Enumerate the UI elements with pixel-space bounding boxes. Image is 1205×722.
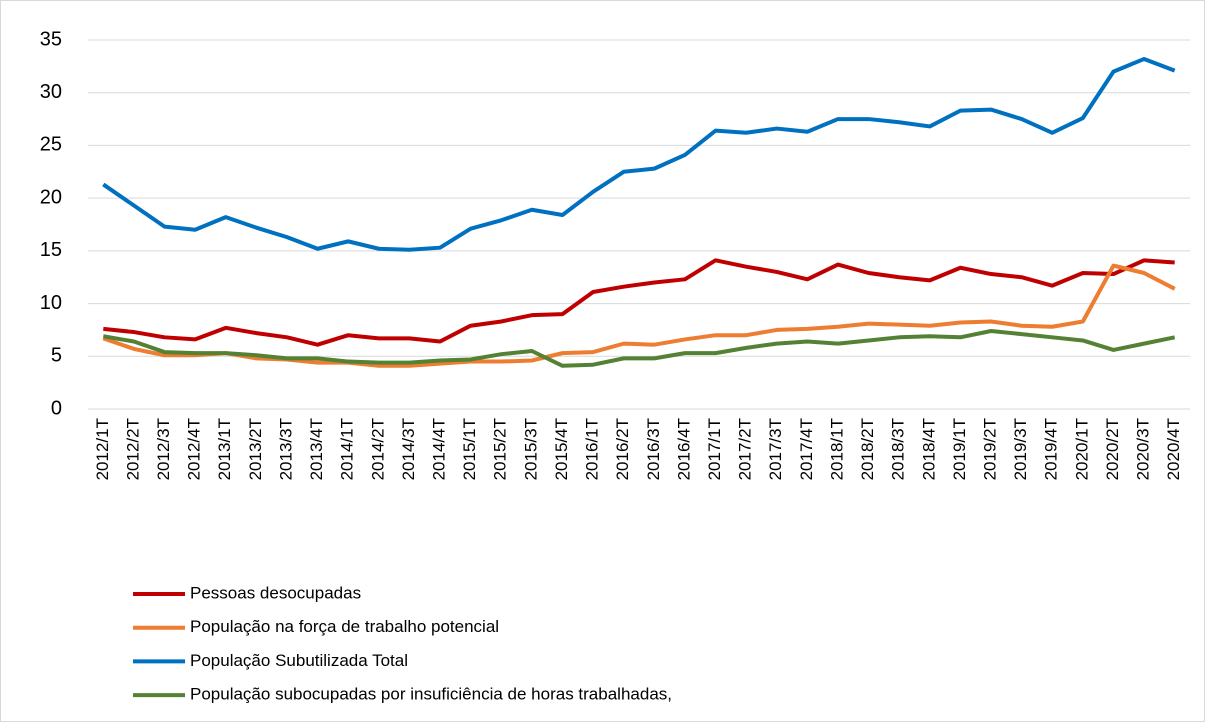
x-tick-label: 2016/4T <box>674 418 693 480</box>
x-tick-label: 2013/4T <box>307 418 326 480</box>
x-tick-label: 2015/3T <box>521 418 540 480</box>
y-tick-label: 0 <box>51 397 62 419</box>
legend-label: População na força de trabalho potencial <box>190 617 499 636</box>
x-tick-label: 2019/3T <box>1011 418 1030 480</box>
x-tick-label: 2014/1T <box>338 418 357 480</box>
x-tick-label: 2017/3T <box>766 418 785 480</box>
y-tick-label: 10 <box>40 292 62 314</box>
x-tick-label: 2012/3T <box>154 418 173 480</box>
x-tick-label: 2012/4T <box>185 418 204 480</box>
y-tick-label: 5 <box>51 345 62 367</box>
x-tick-label: 2016/2T <box>613 418 632 480</box>
x-tick-label: 2019/2T <box>981 418 1000 480</box>
x-tick-label: 2020/1T <box>1072 418 1091 480</box>
x-tick-label: 2013/2T <box>246 418 265 480</box>
x-tick-label: 2014/3T <box>399 418 418 480</box>
x-tick-label: 2015/1T <box>460 418 479 480</box>
x-tick-label: 2018/2T <box>858 418 877 480</box>
y-tick-label: 30 <box>40 81 62 103</box>
x-tick-label: 2015/2T <box>491 418 510 480</box>
x-tick-label: 2020/4T <box>1164 418 1183 480</box>
series-line <box>102 56 1176 252</box>
legend-label: População Subutilizada Total <box>190 651 408 670</box>
x-tick-label: 2014/4T <box>430 418 449 480</box>
x-tick-label: 2018/3T <box>889 418 908 480</box>
x-tick-label: 2017/1T <box>705 418 724 480</box>
series-line <box>102 328 1176 368</box>
legend-label: Pessoas desocupadas <box>190 583 361 602</box>
y-tick-label: 35 <box>40 28 62 50</box>
x-tick-label: 2015/4T <box>552 418 571 480</box>
x-tick-label: 2019/1T <box>950 418 969 480</box>
x-tick-label: 2018/4T <box>919 418 938 480</box>
y-tick-label: 20 <box>40 186 62 208</box>
x-tick-label: 2012/2T <box>123 418 142 480</box>
legend-label: População subocupadas por insuficiência … <box>190 685 672 704</box>
x-tick-label: 2016/3T <box>644 418 663 480</box>
y-tick-label: 15 <box>40 239 62 261</box>
x-tick-label: 2018/1T <box>827 418 846 480</box>
y-tick-label: 25 <box>40 134 62 156</box>
x-tick-label: 2013/1T <box>215 418 234 480</box>
x-tick-label: 2016/1T <box>583 418 602 480</box>
series-line <box>103 258 1175 347</box>
x-tick-label: 2012/1T <box>93 418 112 480</box>
x-tick-label: 2017/4T <box>797 418 816 480</box>
x-tick-label: 2014/2T <box>368 418 387 480</box>
x-tick-label: 2019/4T <box>1042 418 1061 480</box>
x-tick-label: 2020/3T <box>1134 418 1153 480</box>
x-tick-label: 2017/2T <box>736 418 755 480</box>
x-tick-label: 2013/3T <box>276 418 295 480</box>
x-tick-label: 2020/2T <box>1103 418 1122 480</box>
